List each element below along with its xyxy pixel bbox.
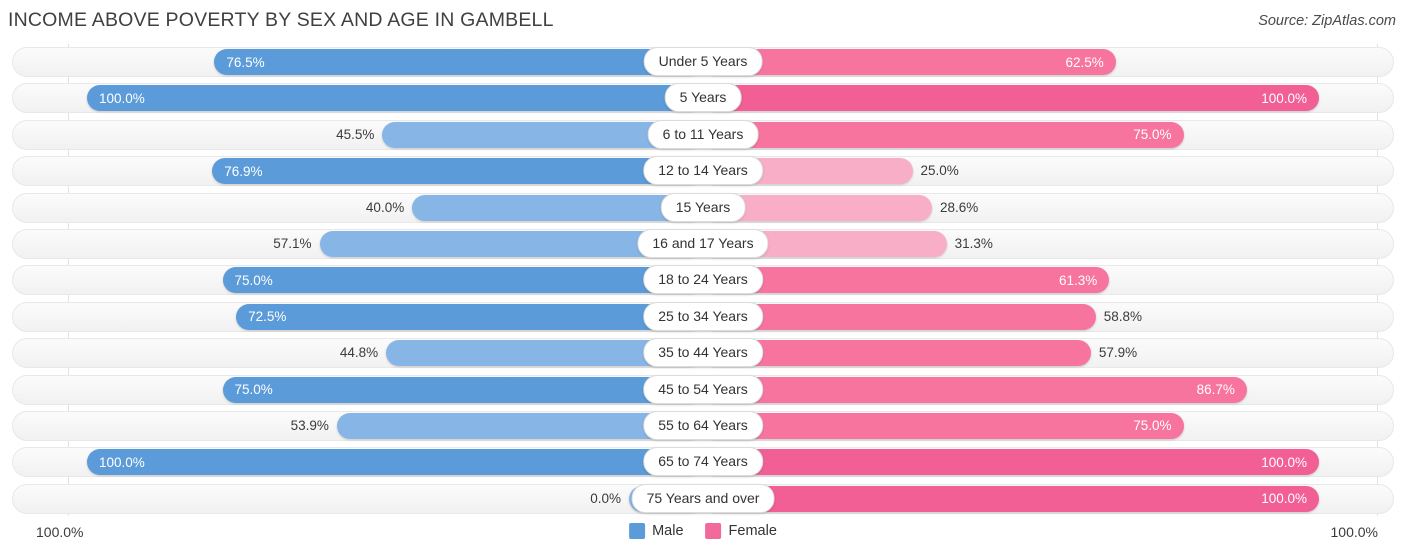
bar-value-female: 100.0%	[1261, 491, 1307, 507]
bar-female[interactable]: 100.0%	[703, 485, 1319, 512]
bar-row: 100.0% 100.0% 65 to 74 Years	[0, 444, 1406, 480]
bar-male[interactable]: 76.5%	[214, 49, 703, 75]
bar-male[interactable]	[336, 412, 703, 439]
category-label-pill: 25 to 34 Years	[643, 301, 763, 331]
bar-rows-container: 76.5% 62.5% Under 5 Years 100.0% 100.0% 5 Yea…	[0, 44, 1406, 517]
chart-legend: Male Female	[629, 523, 777, 539]
bar-row: 0.0% 100.0% 75 Years and over	[0, 481, 1406, 517]
bar-female[interactable]: 61.3%	[703, 267, 1110, 294]
bar-value-female: 86.7%	[1196, 382, 1235, 398]
bar-female[interactable]: 100.0%	[703, 85, 1319, 112]
bar-value-male: 100.0%	[99, 90, 145, 106]
legend-swatch-female	[705, 523, 722, 539]
category-label-pill: 45 to 54 Years	[643, 374, 763, 404]
bar-male[interactable]	[412, 194, 703, 221]
bar-value-male: 0.0%	[590, 490, 621, 506]
legend-label-female: Female	[728, 523, 777, 539]
bar-value-male: 57.1%	[273, 235, 312, 251]
chart-plot-area: 76.5% 62.5% Under 5 Years 100.0% 100.0% 5 Yea…	[0, 44, 1406, 516]
bar-value-female: 75.0%	[1133, 127, 1172, 143]
bar-male[interactable]: 100.0%	[87, 85, 703, 112]
bar-value-female: 75.0%	[1133, 418, 1172, 434]
bar-row: 45.5% 75.0% 6 to 11 Years	[0, 117, 1406, 153]
bar-value-female: 62.5%	[1065, 54, 1104, 70]
bar-male[interactable]: 72.5%	[236, 303, 703, 330]
bar-value-female: 100.0%	[1261, 90, 1307, 106]
legend-label-male: Male	[652, 523, 684, 539]
page-title: INCOME ABOVE POVERTY BY SEX AND AGE IN G…	[8, 9, 554, 31]
axis-label-right: 100.0%	[1330, 524, 1378, 540]
category-label-pill: 12 to 14 Years	[643, 156, 763, 186]
bar-row: 72.5% 58.8% 25 to 34 Years	[0, 299, 1406, 335]
axis-label-left: 100.0%	[36, 524, 84, 540]
bar-female[interactable]: 100.0%	[703, 449, 1319, 476]
bar-value-male: 75.0%	[234, 272, 273, 288]
bar-value-female: 25.0%	[920, 163, 959, 179]
bar-male[interactable]: 100.0%	[87, 449, 703, 476]
category-label-pill: 15 Years	[660, 192, 746, 222]
bar-row: 75.0% 61.3% 18 to 24 Years	[0, 262, 1406, 298]
legend-item-female[interactable]: Female	[705, 523, 777, 539]
bar-female[interactable]	[703, 303, 1096, 330]
chart-header: INCOME ABOVE POVERTY BY SEX AND AGE IN G…	[0, 0, 1406, 40]
bar-value-male: 76.9%	[224, 163, 263, 179]
category-label-pill: 75 Years and over	[631, 483, 775, 513]
bar-value-male: 45.5%	[336, 126, 375, 142]
category-label-pill: 18 to 24 Years	[643, 265, 763, 295]
bar-value-female: 57.9%	[1098, 345, 1138, 361]
category-label-pill: 5 Years	[664, 83, 742, 113]
category-label-pill: Under 5 Years	[643, 47, 763, 76]
category-label-pill: 35 to 44 Years	[643, 338, 763, 368]
bar-row: 40.0% 28.6% 15 Years	[0, 190, 1406, 226]
bar-value-male: 75.0%	[234, 382, 273, 398]
bar-male[interactable]: 75.0%	[222, 376, 703, 403]
bar-value-female: 100.0%	[1261, 454, 1307, 470]
bar-male[interactable]: 75.0%	[222, 267, 703, 294]
bar-value-female: 58.8%	[1103, 308, 1142, 324]
bar-value-female: 61.3%	[1058, 272, 1098, 288]
bar-female[interactable]: 75.0%	[703, 412, 1184, 439]
bar-female[interactable]: 62.5%	[703, 49, 1116, 75]
bar-row: 76.9% 25.0% 12 to 14 Years	[0, 153, 1406, 189]
bar-row: 76.5% 62.5% Under 5 Years	[0, 44, 1406, 80]
bar-row: 75.0% 86.7% 45 to 54 Years	[0, 372, 1406, 408]
bar-value-female: 31.3%	[954, 235, 993, 251]
bar-row: 53.9% 75.0% 55 to 64 Years	[0, 408, 1406, 444]
chart-footer: 100.0% Male Female 100.0%	[0, 518, 1406, 552]
category-label-pill: 6 to 11 Years	[647, 119, 759, 149]
bar-row: 100.0% 100.0% 5 Years	[0, 80, 1406, 116]
bar-value-male: 72.5%	[248, 309, 287, 325]
bar-female[interactable]: 75.0%	[703, 121, 1184, 148]
bar-female[interactable]	[703, 340, 1091, 367]
bar-value-male: 100.0%	[99, 454, 145, 470]
bar-row: 44.8% 57.9% 35 to 44 Years	[0, 335, 1406, 371]
category-label-pill: 16 and 17 Years	[637, 228, 769, 258]
bar-value-female: 28.6%	[940, 199, 979, 215]
legend-item-male[interactable]: Male	[629, 523, 684, 539]
bar-value-male: 40.0%	[365, 199, 405, 215]
category-label-pill: 65 to 74 Years	[643, 447, 763, 477]
bar-row: 57.1% 31.3% 16 and 17 Years	[0, 226, 1406, 262]
bar-value-male: 76.5%	[226, 54, 265, 70]
bar-value-male: 53.9%	[290, 417, 329, 433]
legend-swatch-male	[629, 523, 646, 539]
bar-female[interactable]: 86.7%	[703, 376, 1247, 403]
source-attribution: Source: ZipAtlas.com	[1258, 13, 1396, 29]
category-label-pill: 55 to 64 Years	[643, 410, 763, 440]
bar-value-male: 44.8%	[339, 345, 379, 361]
bar-male[interactable]: 76.9%	[212, 158, 703, 185]
